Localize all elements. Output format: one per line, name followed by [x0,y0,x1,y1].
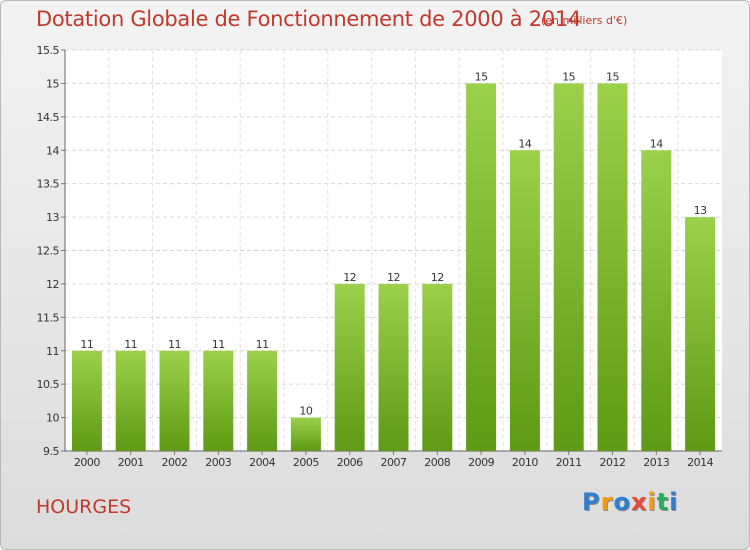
bar [290,417,321,451]
bar-value-label: 10 [299,405,312,418]
bar [685,217,716,451]
x-tick-label: 2012 [600,456,626,469]
bar [159,350,190,451]
y-tick-label: 10.5 [37,378,60,391]
y-tick-label: 15.5 [37,44,60,57]
bar [597,83,628,452]
bar-value-label: 15 [606,70,619,83]
bar [553,83,584,452]
x-tick-label: 2004 [249,456,275,469]
x-tick-label: 2002 [162,456,188,469]
y-tick-label: 14.5 [37,111,60,124]
bar [71,350,102,451]
y-tick-label: 9.5 [43,445,59,458]
bar-value-label: 11 [256,338,269,351]
y-tick-label: 11 [46,345,59,358]
bar [466,83,497,452]
bar [509,150,540,451]
bar [203,350,234,451]
y-tick-label: 15 [46,77,59,90]
y-tick-label: 12 [46,278,59,291]
y-tick-label: 11.5 [37,311,60,324]
bar-value-label: 11 [124,338,137,351]
y-tick-label: 13 [46,211,59,224]
bar-value-label: 11 [212,338,225,351]
logo-letter: r [600,488,614,516]
bar [247,350,278,451]
place-name: HOURGES [36,496,132,518]
x-tick-label: 2001 [118,456,144,469]
bar-value-label: 12 [431,271,444,284]
logo-letter: i [647,488,657,516]
x-tick-label: 2005 [293,456,319,469]
bar-value-label: 11 [168,338,181,351]
logo-letter: o [613,488,631,516]
bar-value-label: 13 [694,204,707,217]
bar-value-label: 15 [562,70,575,83]
bar [115,350,146,451]
chart-title: Dotation Globale de Fonctionnement de 20… [36,7,581,31]
bar [378,283,409,451]
bar-value-label: 12 [343,271,356,284]
x-tick-label: 2008 [424,456,450,469]
x-tick-label: 2009 [468,456,494,469]
bar-value-label: 15 [475,70,488,83]
logo-letter: P [582,488,601,516]
x-tick-label: 2013 [643,456,669,469]
proxiti-logo: Proxiti [582,488,678,516]
bar [334,283,365,451]
bar-value-label: 14 [650,137,663,150]
logo-letter: i [669,488,679,516]
x-tick-label: 2010 [512,456,538,469]
bar [641,150,672,451]
x-tick-label: 2000 [74,456,100,469]
bar [422,283,453,451]
bar-value-label: 11 [80,338,93,351]
x-tick-label: 2003 [205,456,231,469]
x-tick-label: 2006 [337,456,363,469]
logo-letter: t [656,488,670,516]
x-tick-label: 2014 [687,456,713,469]
y-tick-label: 10 [46,412,59,425]
chart-subtitle: (en milliers d'€) [541,14,628,27]
logo-letter: x [630,488,648,516]
bar-value-label: 14 [518,137,531,150]
x-tick-label: 2011 [556,456,582,469]
x-tick-label: 2007 [381,456,407,469]
y-tick-label: 12.5 [37,245,60,258]
y-tick-label: 14 [46,144,59,157]
y-tick-label: 13.5 [37,178,60,191]
bar-value-label: 12 [387,271,400,284]
